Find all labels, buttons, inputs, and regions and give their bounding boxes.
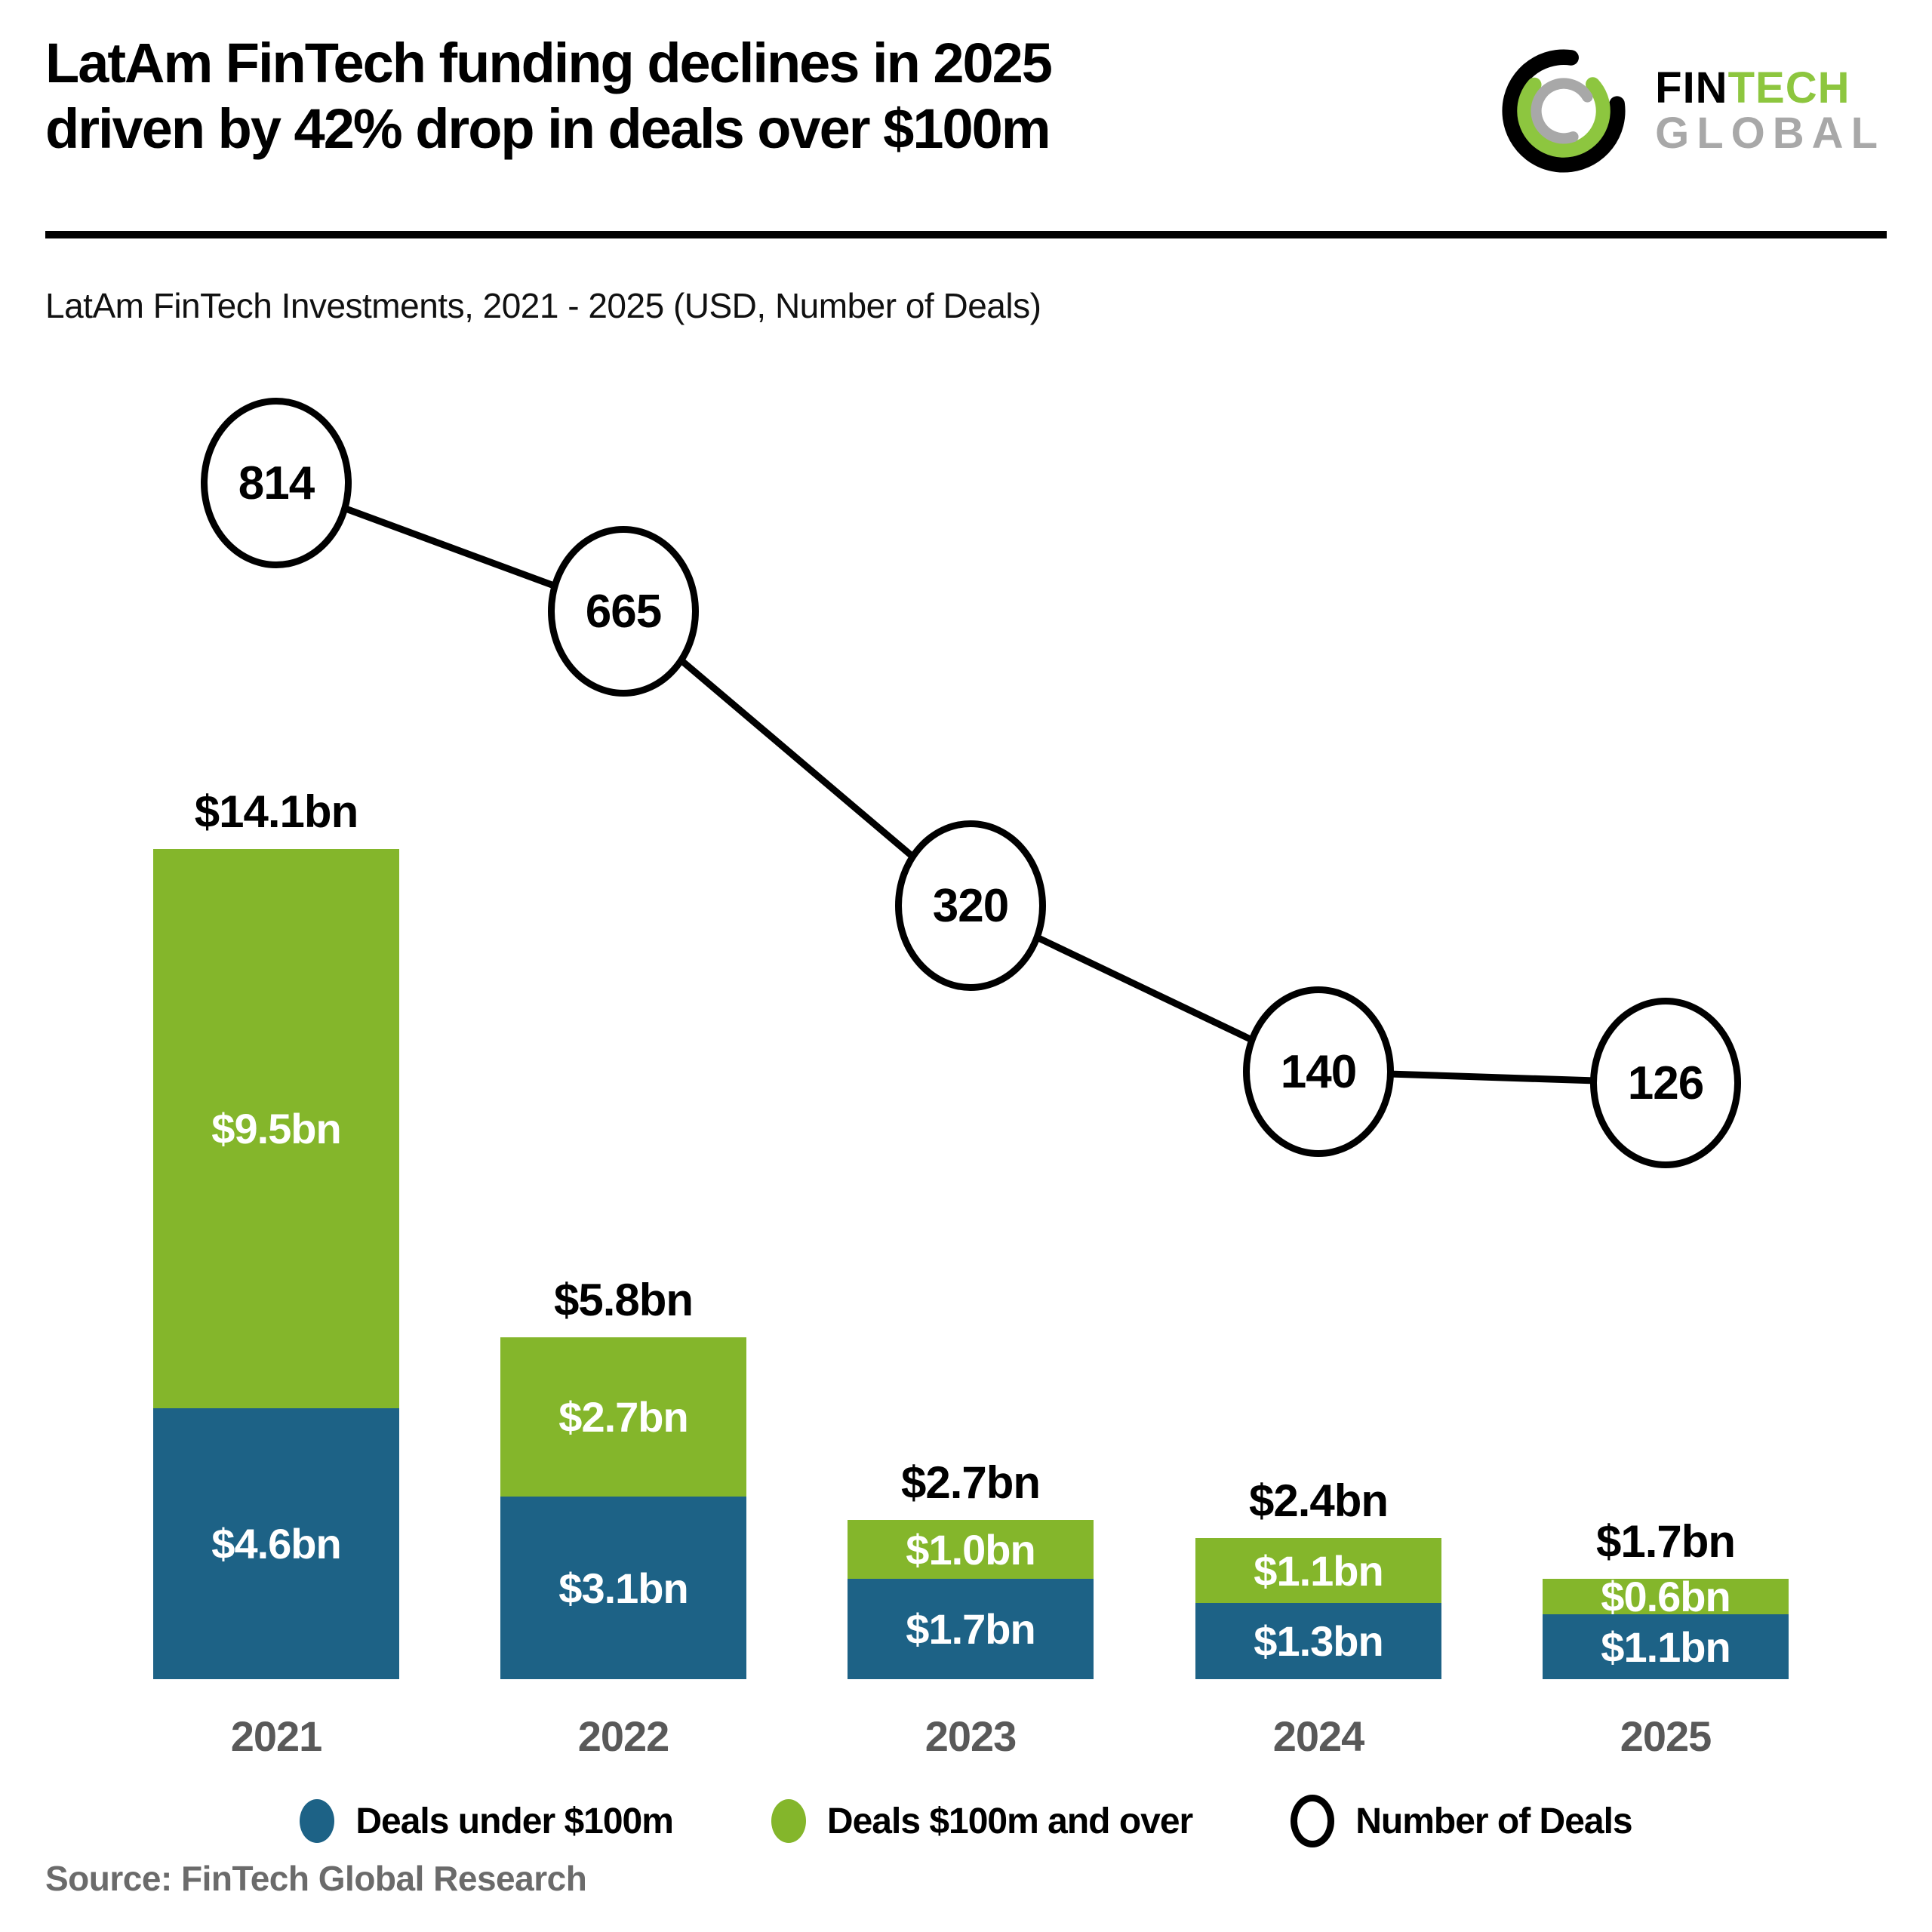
deal-count-value: 814 — [238, 457, 315, 509]
x-axis-year-label: 2025 — [1620, 1712, 1712, 1760]
x-axis-year-label: 2023 — [924, 1712, 1017, 1760]
legend-item-deals-under-100m: Deals under $100m — [300, 1799, 674, 1843]
bar-2021: $9.5bn $4.6bn — [153, 849, 399, 1679]
segment-value-label: $3.1bn — [558, 1564, 688, 1612]
page-title-line-2: driven by 42% drop in deals over $100m — [45, 97, 1051, 161]
logo-word-global: GLOBAL — [1655, 109, 1885, 158]
deal-count-value: 140 — [1280, 1045, 1357, 1098]
logo-word-fin: FIN — [1655, 63, 1728, 112]
segment-value-label: $4.6bn — [211, 1520, 341, 1567]
bar-2023: $1.0bn $1.7bn — [848, 1520, 1094, 1679]
bar-segment-over-100m: $1.1bn — [1195, 1538, 1441, 1603]
bar-segment-over-100m: $0.6bn — [1543, 1573, 1789, 1620]
bar-2024: $1.1bn $1.3bn — [1195, 1538, 1441, 1679]
legend: Deals under $100m Deals $100m and over N… — [0, 1795, 1932, 1847]
fintech-global-logo: FINTECH GLOBAL — [1492, 39, 1885, 183]
number-of-deals-circle: 320 — [895, 820, 1046, 991]
bar-segment-under-100m: $1.7bn — [848, 1579, 1094, 1679]
legend-item-deals-100m-and-over: Deals $100m and over — [771, 1799, 1193, 1843]
number-of-deals-circle: 126 — [1590, 998, 1741, 1168]
open-circle-icon — [1291, 1795, 1335, 1847]
number-of-deals-circle: 665 — [548, 526, 699, 697]
segment-value-label: $1.3bn — [1254, 1617, 1383, 1665]
number-of-deals-circle: 140 — [1243, 986, 1394, 1157]
legend-item-number-of-deals: Number of Deals — [1291, 1795, 1633, 1847]
logo-swirl-icon — [1502, 49, 1626, 173]
logo-wordmark-fintech: FINTECH — [1655, 63, 1885, 112]
logo-wordmark: FINTECH GLOBAL — [1655, 63, 1885, 158]
bar-total-label: $14.1bn — [194, 786, 358, 837]
segment-value-label: $1.7bn — [906, 1605, 1035, 1653]
bar-total-label: $5.8bn — [553, 1275, 694, 1325]
segment-value-label: $1.1bn — [1601, 1623, 1730, 1671]
legend-label: Deals $100m and over — [826, 1801, 1193, 1841]
legend-label: Deals under $100m — [355, 1801, 674, 1841]
number-of-deals-circle: 814 — [201, 398, 352, 568]
divider-line — [45, 231, 1887, 238]
bar-segment-over-100m: $1.0bn — [848, 1520, 1094, 1579]
segment-value-label: $9.5bn — [211, 1105, 341, 1152]
x-axis-year-label: 2024 — [1272, 1712, 1365, 1760]
segment-value-label: $0.6bn — [1601, 1573, 1730, 1620]
source-note: Source: FinTech Global Research — [45, 1859, 587, 1898]
blue-dot-icon — [300, 1799, 335, 1843]
x-axis-year-label: 2022 — [577, 1712, 670, 1760]
bar-segment-under-100m: $4.6bn — [153, 1408, 399, 1679]
legend-label: Number of Deals — [1355, 1801, 1632, 1841]
segment-value-label: $1.0bn — [906, 1525, 1035, 1574]
bar-segment-under-100m: $3.1bn — [500, 1497, 746, 1679]
segment-value-label: $1.1bn — [1254, 1546, 1383, 1595]
bar-segment-over-100m: $9.5bn — [153, 849, 399, 1408]
bar-2025: $0.6bn $1.1bn — [1543, 1573, 1789, 1679]
page-title: LatAm FinTech funding declines in 2025 d… — [45, 30, 1053, 162]
page-title-line-1: LatAm FinTech funding declines in 2025 — [45, 32, 1053, 94]
deal-count-value: 320 — [932, 879, 1009, 932]
bar-2022: $2.7bn $3.1bn — [500, 1337, 746, 1679]
bar-total-label: $2.4bn — [1248, 1475, 1389, 1526]
deal-count-value: 665 — [585, 585, 662, 638]
logo-word-tech: TECH — [1727, 63, 1850, 112]
bar-total-label: $1.7bn — [1595, 1516, 1736, 1567]
segment-value-label: $2.7bn — [558, 1393, 688, 1441]
bar-segment-under-100m: $1.1bn — [1543, 1614, 1789, 1679]
bar-total-label: $2.7bn — [900, 1457, 1041, 1508]
green-dot-icon — [771, 1799, 806, 1843]
bar-segment-under-100m: $1.3bn — [1195, 1603, 1441, 1679]
chart-subtitle: LatAm FinTech Investments, 2021 - 2025 (… — [45, 286, 1041, 325]
x-axis-year-label: 2021 — [230, 1712, 323, 1760]
bar-segment-over-100m: $2.7bn — [500, 1337, 746, 1497]
deal-count-value: 126 — [1627, 1057, 1704, 1109]
